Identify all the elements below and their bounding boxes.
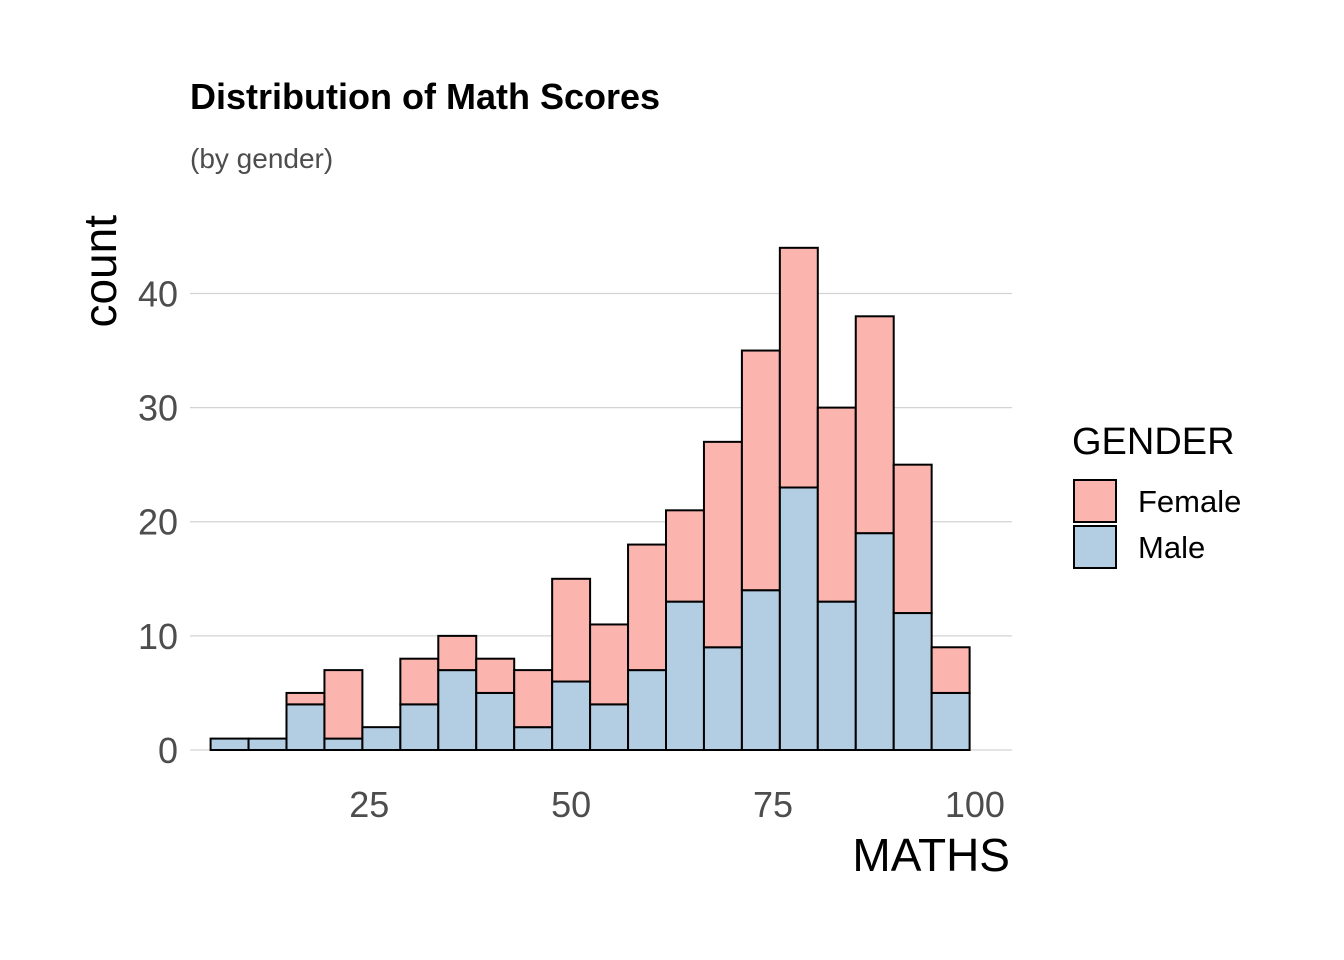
- y-tick-labels: 0 10 20 30 40: [138, 273, 178, 771]
- bar-male: [778, 486, 819, 751]
- y-tick-label: 0: [158, 730, 178, 771]
- bar-male: [702, 646, 743, 751]
- bar-female: [589, 623, 630, 706]
- bar-male: [475, 691, 516, 751]
- bar-male: [627, 669, 668, 752]
- bar-female: [665, 509, 705, 603]
- bar-male: [209, 737, 250, 752]
- bar-female: [551, 577, 592, 683]
- bar-male: [513, 726, 554, 751]
- bar-male: [930, 691, 971, 751]
- bar-female: [475, 657, 516, 694]
- legend-label-male: Male: [1138, 530, 1205, 565]
- legend-swatch-female: [1073, 479, 1117, 523]
- bar-female: [285, 691, 326, 706]
- y-tick-label: 30: [138, 388, 178, 429]
- x-tick-label: 100: [945, 784, 1005, 825]
- x-axis-title: MATHS: [852, 829, 1010, 881]
- bar-male: [247, 737, 288, 752]
- x-tick-labels: 25 50 75 100: [349, 784, 1005, 825]
- bars: [209, 246, 971, 752]
- bar-male: [285, 703, 326, 752]
- y-tick-label: 40: [138, 273, 178, 314]
- legend-swatch-male: [1073, 525, 1117, 569]
- bar-female: [513, 669, 554, 729]
- bar-female: [778, 246, 819, 489]
- x-tick-label: 25: [349, 784, 389, 825]
- x-tick-label: 75: [753, 784, 793, 825]
- bar-female: [930, 646, 971, 694]
- bar-female: [740, 349, 781, 592]
- legend-title: GENDER: [1072, 421, 1235, 463]
- y-tick-label: 20: [138, 502, 178, 543]
- bar-male: [399, 703, 440, 752]
- bar-female: [702, 440, 743, 649]
- y-axis-title: count: [74, 215, 126, 328]
- bar-male: [665, 600, 705, 751]
- bar-female: [854, 315, 895, 535]
- bar-male: [589, 703, 630, 752]
- bar-female: [323, 669, 364, 740]
- legend-label-female: Female: [1138, 484, 1241, 519]
- bar-male: [437, 669, 478, 752]
- bar-male: [816, 600, 857, 751]
- bar-female: [627, 543, 668, 672]
- bar-male: [361, 726, 402, 751]
- bar-female: [816, 406, 857, 603]
- bar-female: [399, 657, 440, 706]
- bar-male: [854, 532, 895, 751]
- chart-title: Distribution of Math Scores: [190, 76, 660, 117]
- bar-male: [551, 680, 592, 751]
- y-tick-label: 10: [138, 616, 178, 657]
- bar-male: [740, 589, 781, 752]
- bar-male: [323, 737, 364, 752]
- bar-female: [437, 634, 478, 672]
- legend: GENDER Female Male: [1072, 421, 1241, 569]
- bar-male: [892, 612, 933, 751]
- chart-subtitle: (by gender): [190, 143, 333, 174]
- x-tick-label: 50: [551, 784, 591, 825]
- legend-items: Female Male: [1073, 479, 1241, 569]
- bar-female: [892, 463, 933, 615]
